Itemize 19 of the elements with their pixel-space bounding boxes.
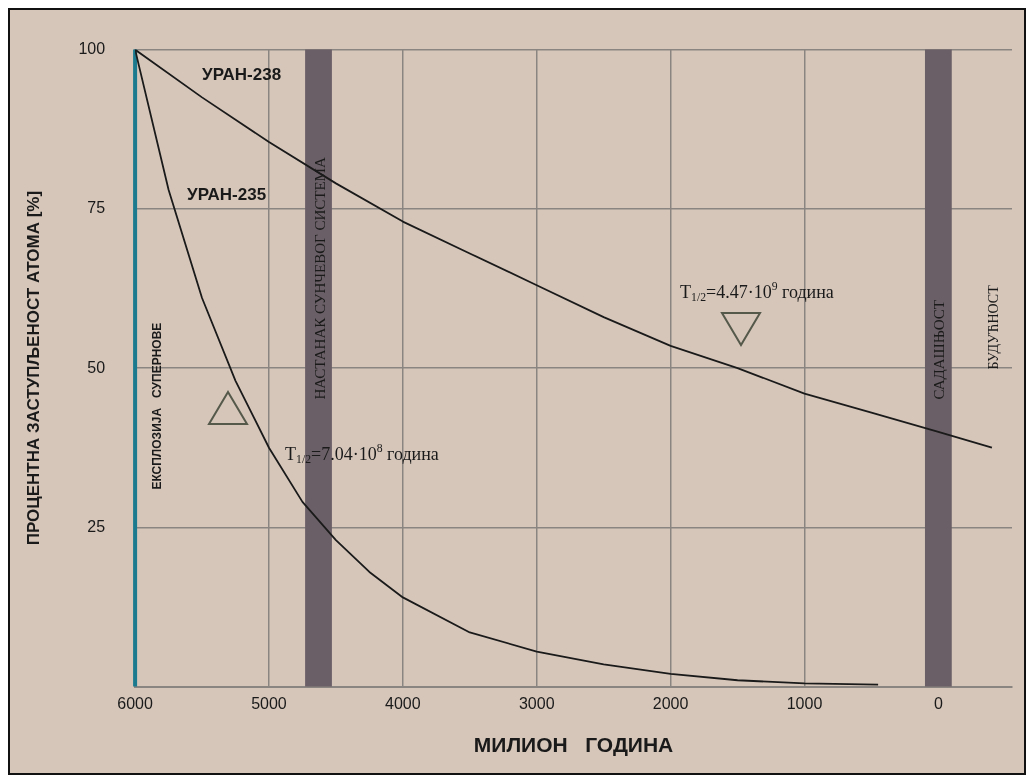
x-tick-label: 5000 bbox=[251, 694, 287, 712]
y-tick-label: 25 bbox=[87, 517, 106, 535]
band-label: САДАШЊОСТ bbox=[931, 300, 948, 400]
annotation: БУДУЋНОСТ bbox=[986, 284, 1001, 370]
x-tick-label: 2000 bbox=[652, 694, 689, 712]
x-tick-label: 0 bbox=[933, 694, 943, 712]
x-axis-title: МИЛИОН ГОДИНА bbox=[473, 733, 674, 757]
y-tick-label: 100 bbox=[78, 40, 106, 58]
ref-line-label: ЕКСПЛОЗИЈА СУПЕРНОВЕ bbox=[150, 322, 165, 490]
x-tick-label: 1000 bbox=[786, 694, 823, 712]
y-tick-label: 75 bbox=[87, 199, 106, 217]
series-label: УРАН-238 bbox=[202, 64, 282, 84]
x-tick-label: 6000 bbox=[117, 694, 153, 712]
y-tick-label: 50 bbox=[87, 358, 106, 376]
x-tick-label: 4000 bbox=[385, 694, 421, 712]
y-axis-title: ПРОЦЕНТНА ЗАСТУПЉЕНОСТ АТОМА [%] bbox=[23, 190, 43, 546]
x-tick-label: 3000 bbox=[518, 694, 555, 712]
band-label: НАСТАНАК СУНЧЕВОГ СИСТЕМА bbox=[311, 157, 328, 400]
series-label: УРАН-235 bbox=[187, 184, 267, 204]
